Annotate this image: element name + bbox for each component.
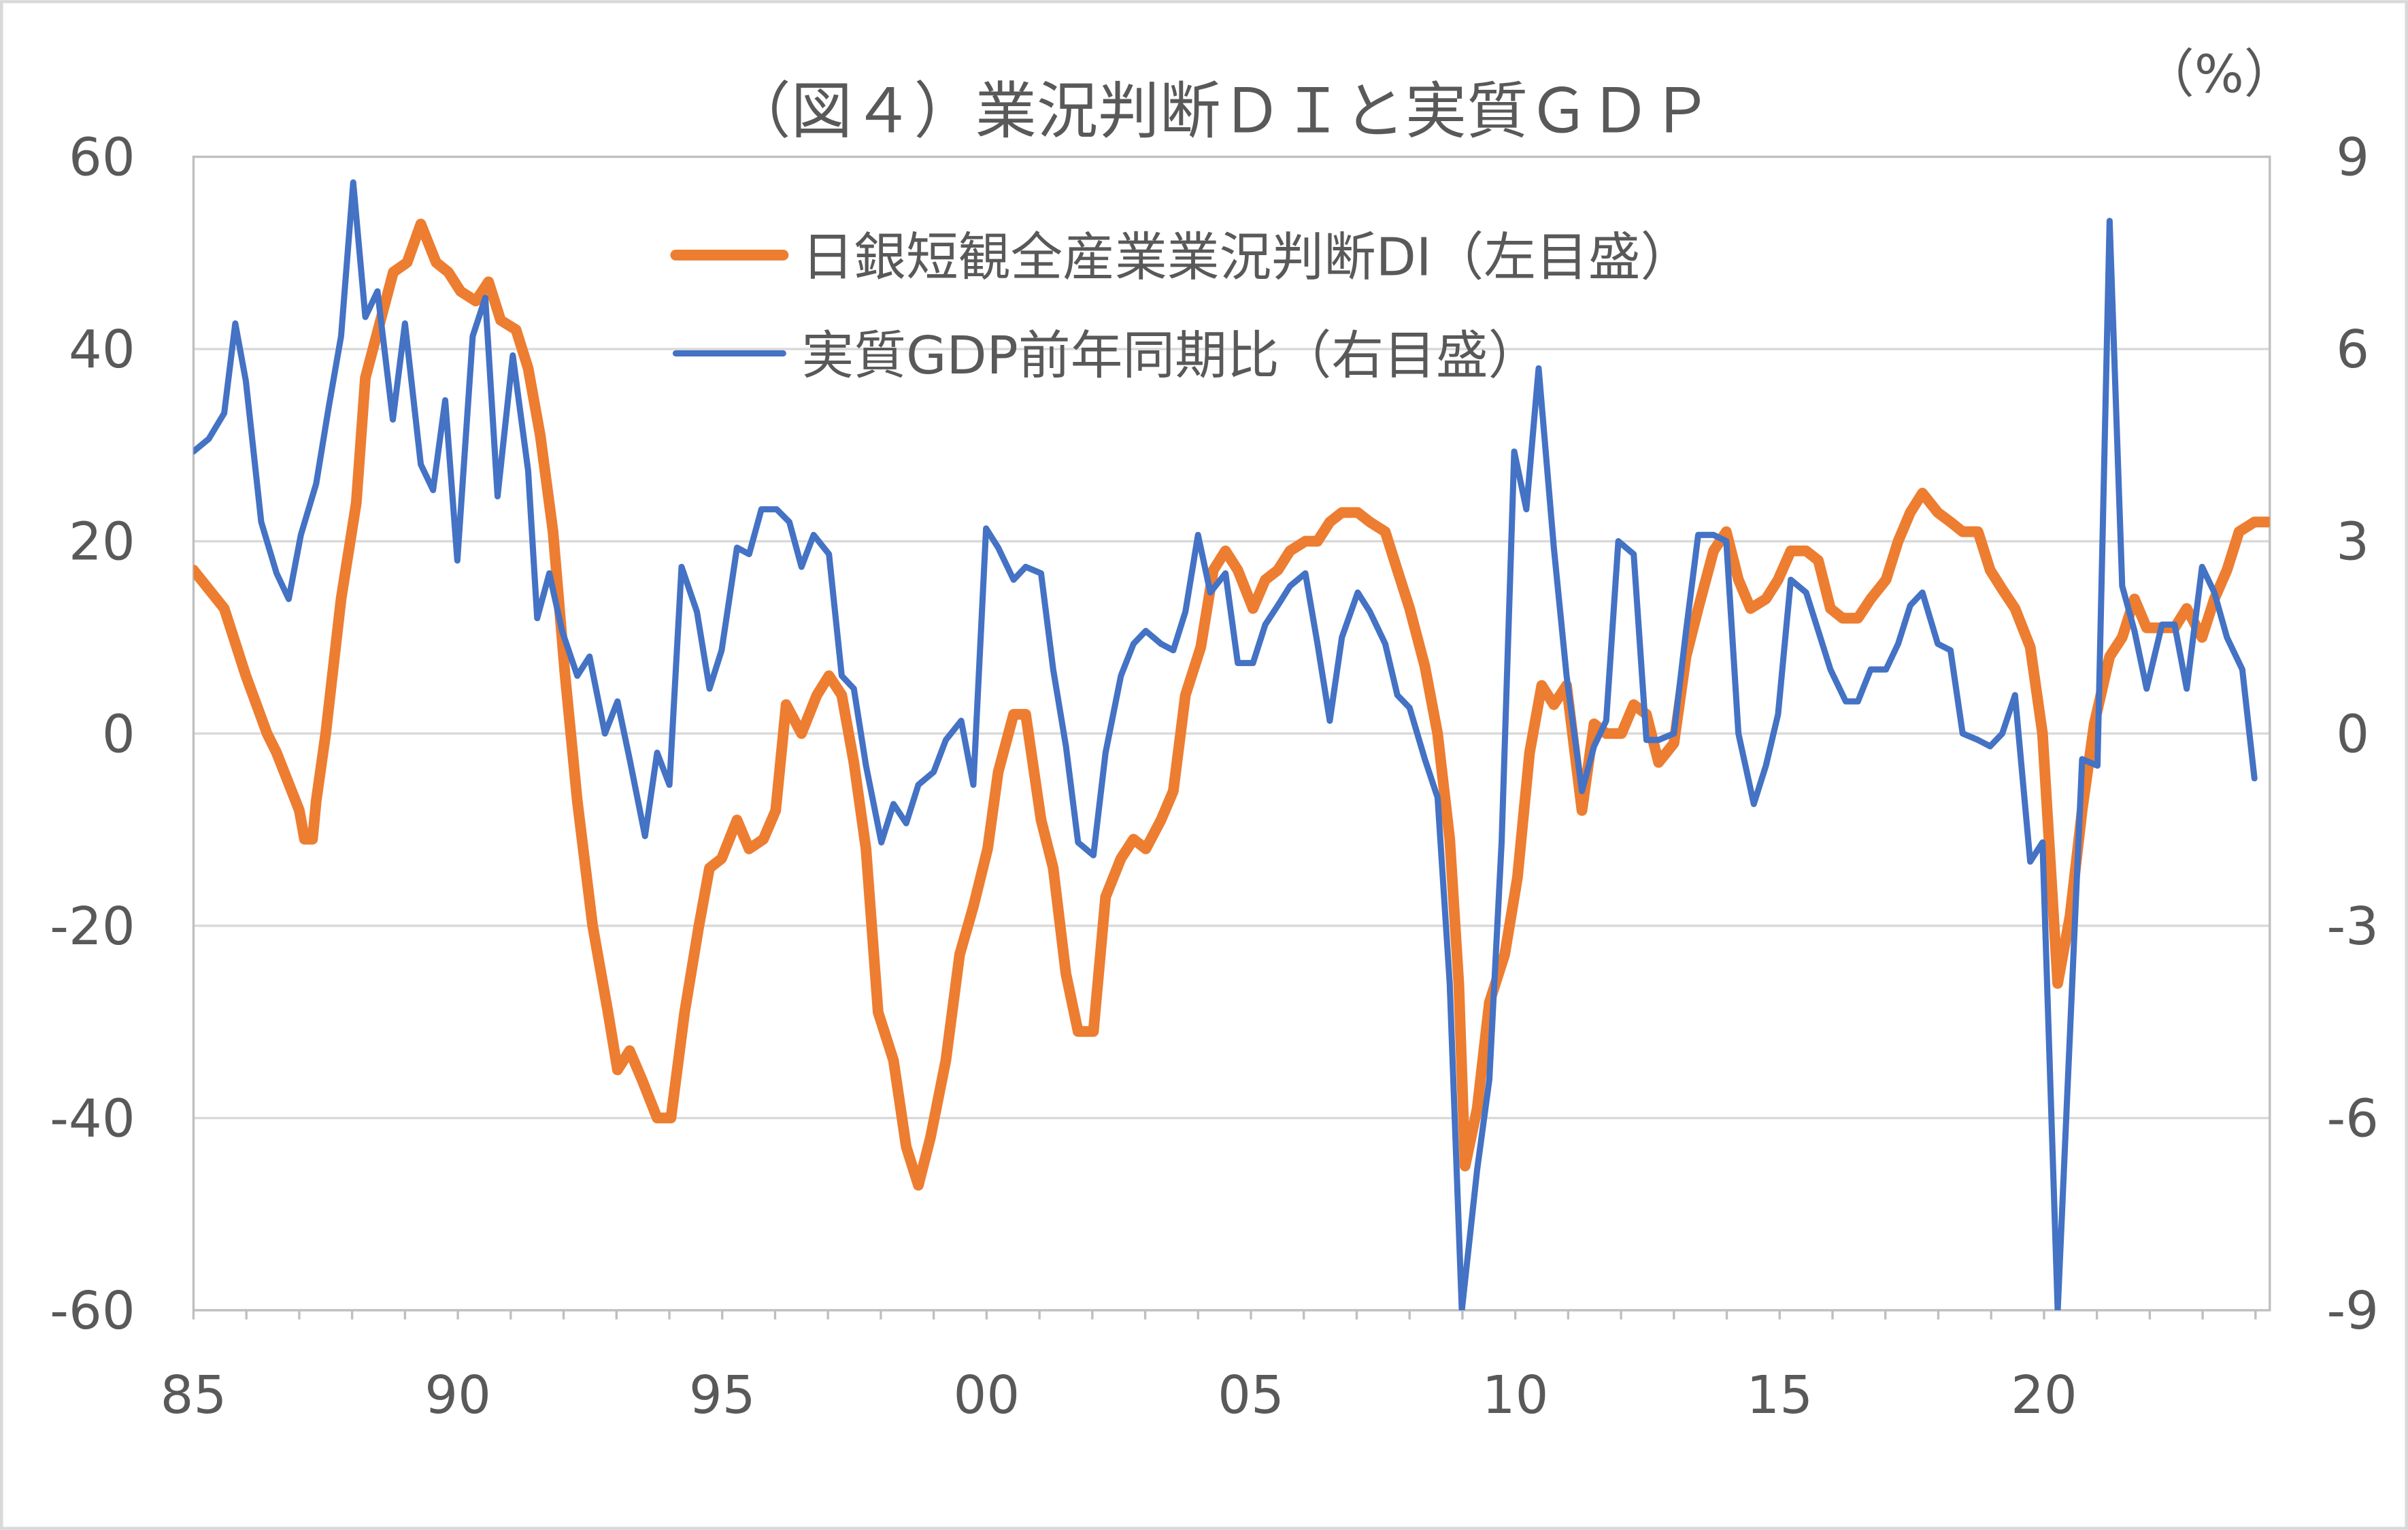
x-tick-label: 05: [1218, 1365, 1284, 1426]
x-tick-label: 00: [954, 1365, 1020, 1426]
right-tick-label: 9: [2336, 128, 2369, 188]
x-tick-label: 90: [424, 1365, 491, 1426]
x-tick-label: 95: [689, 1365, 756, 1426]
axis-ticks: 60 40 20 0 -20 -40 -60 9 6 3 0 -3 -6 -9 85 90 95 00 05 10 15…: [50, 128, 2379, 1427]
left-tick-label: -40: [50, 1088, 135, 1149]
right-tick-label: -3: [2326, 897, 2379, 957]
x-tick-label: 10: [1482, 1365, 1549, 1426]
gridlines: [193, 348, 2270, 1120]
x-tick-label: 85: [161, 1365, 227, 1426]
right-tick-label: -9: [2326, 1281, 2379, 1342]
right-tick-label: 3: [2336, 512, 2369, 573]
right-axis-unit: （%）: [2142, 45, 2296, 105]
legend-label-di: 日銀短観全産業業況判断DI（左目盛）: [801, 227, 1692, 288]
left-tick-label: -60: [50, 1281, 135, 1342]
left-tick-label: -20: [50, 897, 135, 957]
left-tick-label: 40: [69, 320, 135, 380]
right-tick-label: 6: [2336, 320, 2369, 380]
plot-area-frame: [192, 155, 2271, 1312]
left-tick-label: 20: [69, 512, 135, 573]
left-tick-label: 60: [69, 128, 135, 188]
series-lines: [193, 179, 2270, 1310]
left-tick-label: 0: [102, 704, 135, 765]
legend-label-gdp: 実質GDP前年同期比（右目盛）: [801, 326, 1540, 386]
right-tick-label: 0: [2336, 704, 2369, 765]
legend: 日銀短観全産業業況判断DI（左目盛） 実質GDP前年同期比（右目盛）: [670, 227, 1692, 386]
x-tick-label: 20: [2011, 1365, 2077, 1426]
right-tick-label: -6: [2326, 1088, 2379, 1149]
series-line-di: [193, 218, 2270, 1191]
x-tick-label: 15: [1746, 1365, 1813, 1426]
series-line-gdp: [193, 179, 2258, 1310]
chart-title: （図４）業況判断ＤＩと実質ＧＤＰ: [729, 76, 1712, 147]
